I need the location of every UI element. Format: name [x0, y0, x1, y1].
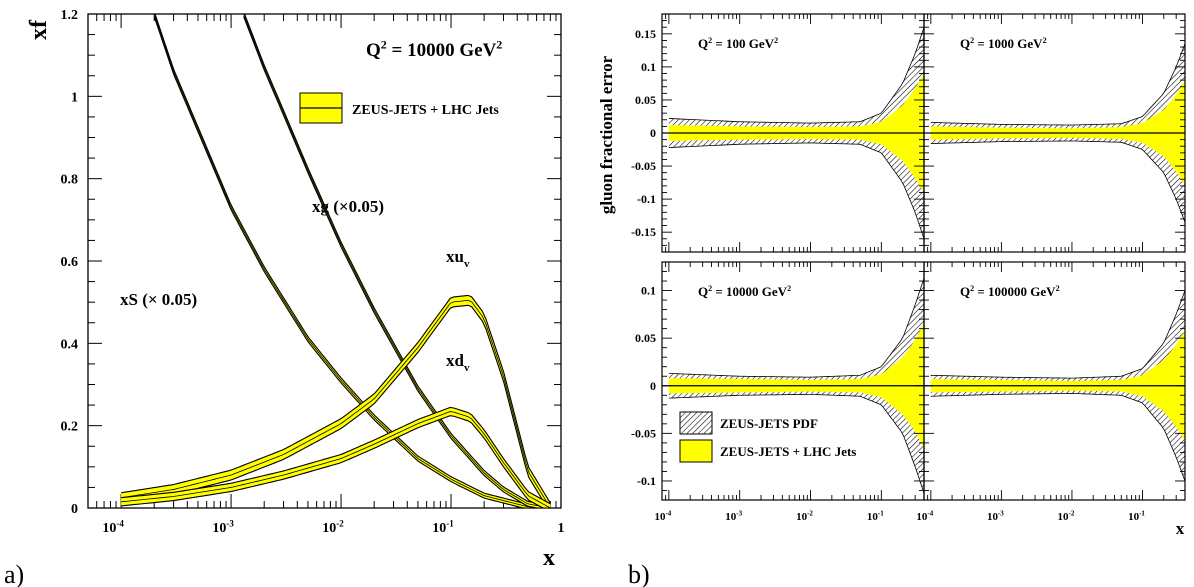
- y-tick-label: 0: [650, 126, 656, 140]
- legend-swatch-hatched: [679, 411, 713, 435]
- y-tick-label: 0.1: [641, 60, 656, 74]
- panel-a-figure-label: a): [4, 560, 24, 587]
- legend-label-lhc: ZEUS-JETS + LHC Jets: [720, 444, 856, 459]
- panel-a-x-tick-label: 10-1: [432, 518, 454, 536]
- pdf-upper-edge: [930, 43, 1186, 126]
- x-tick-label: 10-1: [867, 510, 884, 523]
- pdf-lower-edge: [930, 392, 1186, 482]
- panel-b-legend: ZEUS-JETS PDF ZEUS-JETS + LHC Jets: [679, 411, 856, 463]
- x-tick-label: 10-4: [654, 510, 671, 523]
- y-tick-label: -0.05: [631, 159, 656, 173]
- y-tick-label: -0.15: [631, 225, 656, 239]
- panel-a-y-tick-label: 0: [71, 502, 78, 517]
- subplot-q2-label: Q2 = 100000 GeV2: [960, 284, 1060, 299]
- panel-a-y-tick-label: 0.8: [61, 173, 79, 188]
- series-band-xdv: [121, 407, 551, 508]
- subplot-1: -0.15 -0.1 -0.05 0 0.05 0.1 0.15 Q2 = 100 GeV2: [631, 13, 925, 253]
- legend-label-pdf: ZEUS-JETS PDF: [720, 416, 818, 431]
- pdf-lower-edge: [668, 393, 925, 494]
- subplot-3: -0.1 -0.05 0 0.05 0.1 10-4 10-3 10-2 10-1 Q2 = 10…: [631, 261, 925, 523]
- panel-b-ylabel: gluon fractional error: [597, 55, 616, 214]
- x-tick-label: 10-2: [796, 510, 813, 523]
- label-xdv: xdv: [446, 351, 470, 374]
- series-lower-xdv: [121, 415, 551, 508]
- y-tick-label: 0.15: [635, 27, 656, 41]
- y-tick-label: -0.1: [637, 474, 656, 488]
- panel-a-x-tick-label: 1: [558, 521, 565, 536]
- panel-b-xlabel: x: [1176, 519, 1185, 538]
- series-band-xuv: [121, 295, 551, 508]
- subplot-q2-label: Q2 = 10000 GeV2: [698, 284, 791, 299]
- subplot-q2-label: Q2 = 1000 GeV2: [960, 36, 1047, 51]
- label-xs: xS (× 0.05): [120, 290, 197, 309]
- series-line-xS: [153, 14, 551, 508]
- y-tick-label: 0.05: [635, 93, 656, 107]
- panel-a-q2-label: Q2 = 10000 GeV2: [366, 37, 502, 61]
- y-tick-label: 0.05: [635, 331, 656, 345]
- x-tick-label: 10-1: [1128, 510, 1145, 523]
- panel-a-xlabel: x: [543, 545, 555, 571]
- label-xuv: xuv: [446, 247, 470, 270]
- series-line-xg: [243, 14, 551, 508]
- x-tick-label: 10-3: [725, 510, 742, 523]
- panel-b: gluon fractional error x b): [597, 55, 1185, 587]
- panel-a-series-group: [121, 14, 551, 508]
- series-upper-xg: [243, 14, 551, 507]
- series-upper-xS: [154, 14, 551, 507]
- panel-a-x-tick-label: 10-2: [322, 518, 344, 536]
- panel-a-y-tick-label: 0.4: [61, 337, 79, 352]
- pdf-upper-edge: [930, 290, 1186, 379]
- pdf-upper-edge: [668, 27, 925, 124]
- pdf-lower-edge: [930, 140, 1186, 223]
- series-lower-xS: [153, 16, 551, 508]
- panel-a-ylabel: xf: [26, 19, 52, 40]
- panel-a-x-tick-label: 10-4: [102, 518, 124, 536]
- series-line-xuv: [121, 299, 551, 508]
- panel-b-figure-label: b): [628, 560, 650, 587]
- x-tick-label: 10-3: [987, 510, 1004, 523]
- series-band-xS: [154, 14, 551, 508]
- panel-a-x-tick-label: 10-3: [212, 518, 234, 536]
- panel-a-y-tick-label: 1: [71, 90, 78, 105]
- series-lower-xg: [243, 16, 551, 508]
- panel-a-y-tick-label: 0.6: [61, 255, 79, 270]
- y-tick-label: 0: [650, 379, 656, 393]
- y-tick-label: -0.05: [631, 426, 656, 440]
- panel-a-y-tick-label: 0.2: [61, 420, 79, 435]
- series-upper-xdv: [121, 406, 551, 505]
- label-xg: xg (×0.05): [312, 197, 384, 216]
- series-line-xdv: [121, 411, 551, 508]
- series-upper-xuv: [121, 294, 551, 504]
- panel-a: xf x a): [4, 19, 555, 587]
- x-tick-label: 10-2: [1058, 510, 1075, 523]
- panel-a-y-tick-label: 1.2: [61, 8, 79, 23]
- pdf-lower-edge: [668, 142, 925, 239]
- y-tick-label: 0.1: [641, 284, 656, 298]
- subplot-4: 10-4 10-3 10-2 10-1 Q2 = 100000 GeV2: [916, 261, 1186, 523]
- y-tick-label: -0.1: [637, 192, 656, 206]
- legend-label: ZEUS-JETS + LHC Jets: [352, 103, 499, 118]
- subplot-frame: [923, 261, 1186, 501]
- x-tick-label: 10-4: [916, 510, 933, 523]
- subplot-q2-label: Q2 = 100 GeV2: [698, 36, 778, 51]
- legend-swatch-yellow: [679, 439, 713, 463]
- subplot-2: Q2 = 1000 GeV2: [923, 13, 1186, 253]
- pdf-upper-edge: [668, 278, 925, 378]
